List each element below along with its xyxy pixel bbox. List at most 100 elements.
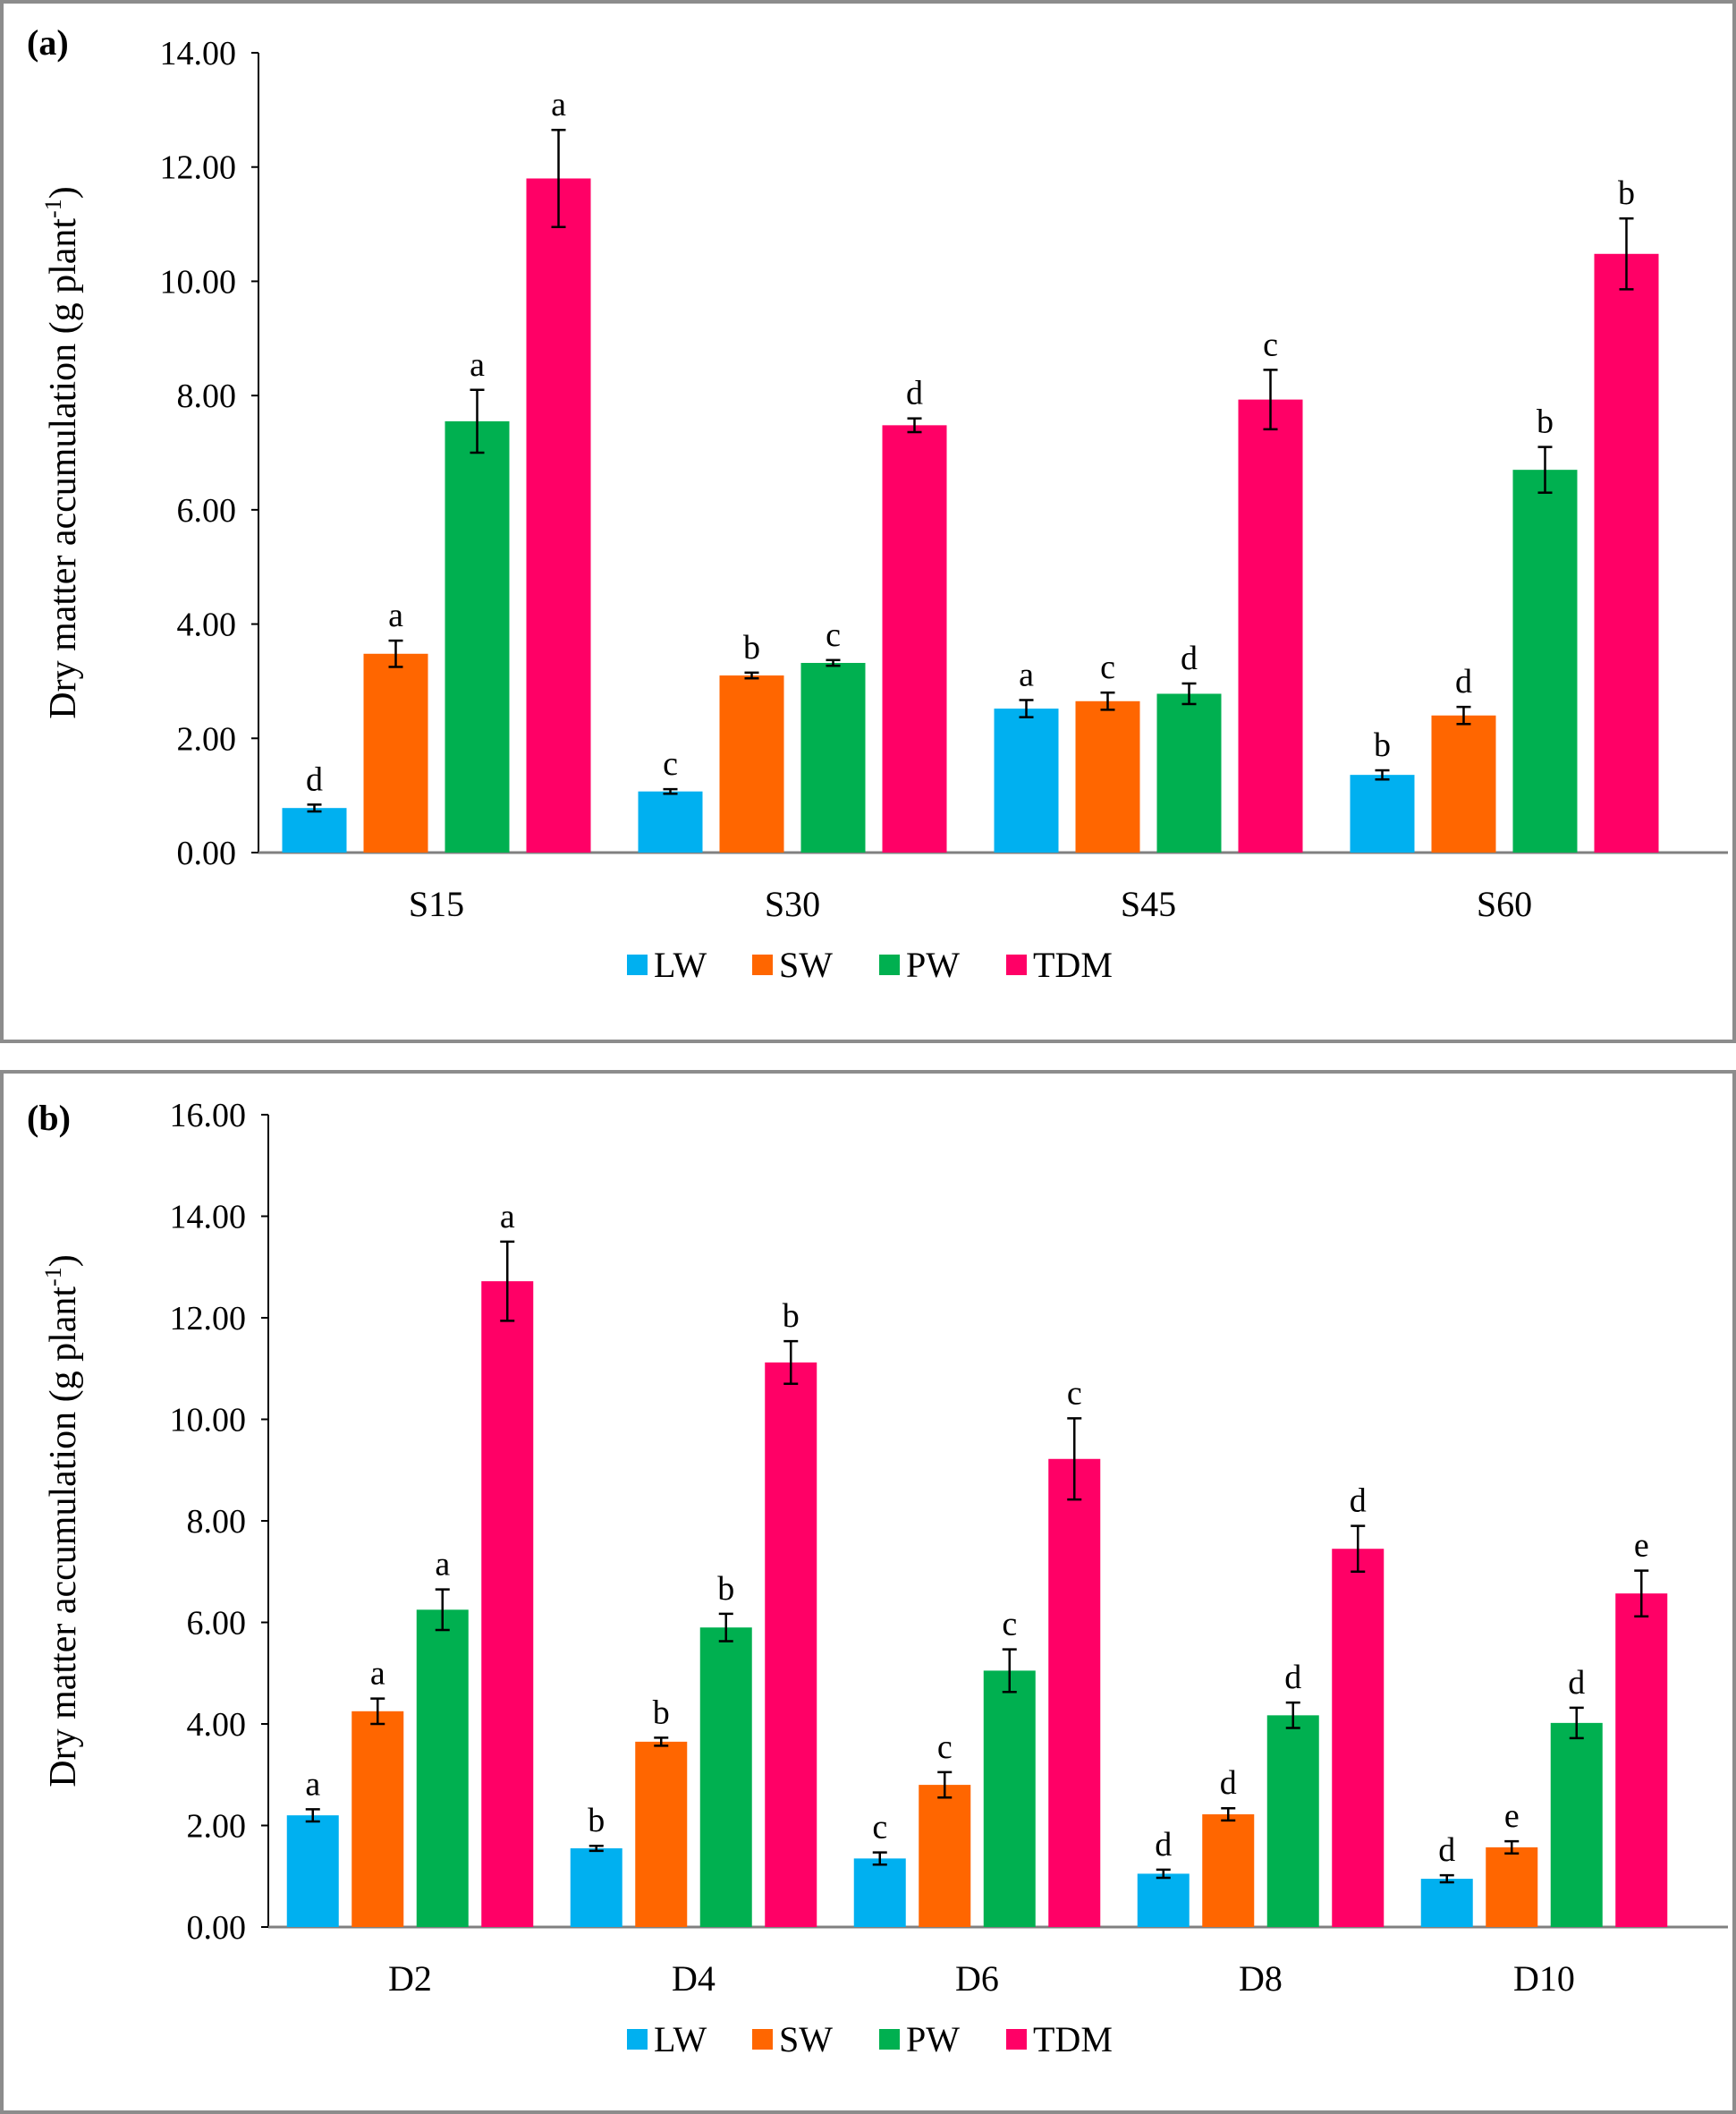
chart-a-svg: (a) 0.00 2.00 4.00 6.00 8.00 10.00 12.00 14.00 Dr… [27, 22, 1728, 985]
bar-tdm [882, 425, 947, 853]
x-tick-label: D4 [672, 1958, 716, 1999]
y-axis-label-close: ) [43, 186, 84, 199]
significance-label: d [1181, 640, 1198, 677]
x-tick-label: S60 [1477, 884, 1532, 924]
y-tick-label: 6.00 [177, 492, 237, 530]
y-tick-label: 8.00 [187, 1503, 247, 1541]
y-tick-label: 0.00 [187, 1909, 247, 1947]
x-tick-label: D2 [388, 1958, 432, 1999]
significance-label: a [551, 86, 566, 123]
bar-pw [800, 662, 866, 853]
legend-label-sw: SW [779, 2019, 833, 2059]
y-axis-label-sup: -1 [40, 1267, 66, 1286]
legend-swatch-lw [627, 955, 648, 975]
significance-label: d [1568, 1664, 1585, 1702]
y-tick-label: 2.00 [177, 720, 237, 758]
significance-label: e [1504, 1797, 1520, 1835]
bar-lw [570, 1848, 622, 1927]
significance-label: d [1220, 1764, 1237, 1802]
significance-label: d [306, 760, 323, 798]
x-tick-label: S45 [1121, 884, 1176, 924]
chart-panel-a: (a) 0.00 2.00 4.00 6.00 8.00 10.00 12.00 14.00 Dr… [0, 0, 1736, 1043]
significance-label: a [305, 1765, 320, 1803]
bar-pw [983, 1670, 1036, 1927]
legend-label-lw: LW [654, 2019, 707, 2059]
significance-label: b [1618, 174, 1635, 212]
y-axis-label: Dry matter accumulation (g plant-1) [40, 186, 84, 718]
x-tick-label: S15 [409, 884, 464, 924]
significance-label: b [1537, 403, 1554, 441]
chart-panel-b: (b) 0.00 2.00 4.00 6.00 8.00 10.00 12.00 14.00 16… [0, 1070, 1736, 2114]
bar-lw [638, 791, 703, 853]
significance-label: a [500, 1198, 515, 1235]
significance-label: e [1634, 1527, 1649, 1565]
significance-label: a [470, 346, 485, 384]
significance-label: c [1067, 1374, 1082, 1412]
significance-label: b [1374, 726, 1391, 764]
x-tick-label: D8 [1239, 1958, 1283, 1999]
bar-sw [1486, 1847, 1538, 1927]
bar-pw [416, 1609, 469, 1927]
legend-label-tdm: TDM [1033, 2019, 1113, 2059]
bar-sw [1202, 1814, 1255, 1927]
significance-label: b [653, 1694, 670, 1731]
significance-label: c [1100, 649, 1115, 686]
significance-label: b [717, 1570, 734, 1608]
legend-label-pw: PW [906, 945, 960, 985]
bar-lw [1350, 775, 1415, 853]
y-tick-label: 10.00 [160, 263, 237, 301]
bar-sw [1075, 700, 1140, 853]
legend-label-sw: SW [779, 945, 833, 985]
significance-label: b [783, 1297, 800, 1335]
bar-pw [1266, 1715, 1319, 1927]
bar-sw [351, 1711, 404, 1927]
bar-lw [286, 1815, 339, 1927]
bar-tdm [765, 1362, 817, 1927]
bar-pw [699, 1627, 752, 1927]
y-axis-label-close: ) [43, 1254, 84, 1267]
significance-label: a [388, 597, 403, 634]
significance-label: c [1002, 1606, 1017, 1643]
bar-sw [635, 1741, 688, 1927]
y-tick-label: 0.00 [177, 835, 237, 872]
bar-lw [1137, 1873, 1190, 1927]
bar-tdm [526, 178, 591, 853]
significance-label: a [435, 1546, 450, 1583]
y-tick-label: 4.00 [177, 607, 237, 644]
legend-swatch-sw [752, 955, 773, 975]
bar-pw [445, 420, 510, 853]
significance-label: d [1350, 1482, 1367, 1520]
y-tick-label: 12.00 [170, 1300, 247, 1337]
y-axis-label: Dry matter accumulation (g plant-1) [40, 1254, 84, 1787]
bar-pw [1156, 693, 1222, 853]
x-tick-label: D6 [955, 1958, 999, 1999]
x-tick-label: D10 [1513, 1958, 1575, 1999]
bar-sw [719, 675, 784, 853]
y-tick-label: 8.00 [177, 378, 237, 415]
significance-label: b [743, 629, 760, 666]
significance-label: d [1155, 1826, 1172, 1864]
bar-sw [363, 653, 428, 853]
significance-label: a [1019, 657, 1034, 694]
bar-sw [1431, 715, 1496, 853]
legend-label-tdm: TDM [1033, 945, 1113, 985]
significance-label: c [872, 1809, 887, 1847]
y-tick-label: 14.00 [160, 35, 237, 72]
significance-label: c [663, 745, 678, 783]
panel-label: (b) [27, 1098, 71, 1138]
legend-label-lw: LW [654, 945, 707, 985]
y-tick-label: 6.00 [187, 1605, 247, 1643]
significance-label: d [1284, 1659, 1301, 1696]
bar-lw [853, 1858, 906, 1927]
panel-label: (a) [27, 22, 69, 63]
bar-lw [282, 808, 347, 853]
significance-label: c [937, 1728, 953, 1766]
legend-swatch-pw [879, 955, 900, 975]
chart-b-svg: (b) 0.00 2.00 4.00 6.00 8.00 10.00 12.00 14.00 16… [27, 1097, 1728, 2059]
y-tick-label: 14.00 [170, 1199, 247, 1236]
y-tick-label: 12.00 [160, 149, 237, 187]
bar-sw [919, 1785, 971, 1927]
significance-label: b [588, 1802, 605, 1839]
legend-swatch-tdm [1006, 2029, 1027, 2050]
significance-label: c [826, 616, 841, 654]
